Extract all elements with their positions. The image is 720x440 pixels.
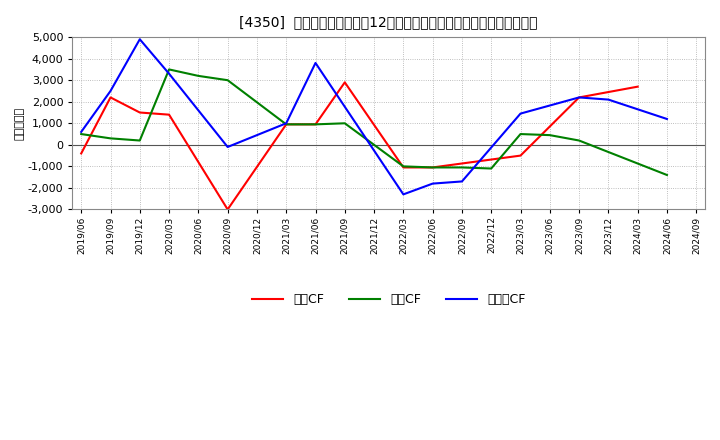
投資CF: [311, 122, 320, 127]
フリーCF: [135, 37, 144, 42]
フリーCF: [575, 95, 583, 100]
フリーCF: [282, 121, 291, 126]
営業CF: [341, 80, 349, 85]
Title: [4350]  キャッシュフローの12か月移動合計の対前年同期増減額の推移: [4350] キャッシュフローの12か月移動合計の対前年同期増減額の推移: [240, 15, 538, 29]
フリーCF: [106, 88, 114, 94]
Line: 投資CF: 投資CF: [81, 70, 667, 175]
投資CF: [194, 73, 202, 78]
営業CF: [575, 95, 583, 100]
フリーCF: [311, 60, 320, 66]
営業CF: [634, 84, 642, 89]
営業CF: [165, 112, 174, 117]
フリーCF: [428, 181, 437, 186]
投資CF: [77, 132, 86, 137]
営業CF: [399, 165, 408, 170]
フリーCF: [223, 144, 232, 150]
Line: 営業CF: 営業CF: [81, 82, 638, 209]
投資CF: [575, 138, 583, 143]
営業CF: [428, 165, 437, 170]
営業CF: [311, 122, 320, 127]
Line: フリーCF: フリーCF: [81, 39, 667, 194]
営業CF: [516, 153, 525, 158]
投資CF: [458, 165, 467, 170]
投資CF: [662, 172, 671, 178]
投資CF: [487, 166, 495, 171]
営業CF: [77, 151, 86, 156]
投資CF: [341, 121, 349, 126]
営業CF: [223, 207, 232, 212]
投資CF: [516, 132, 525, 137]
営業CF: [135, 110, 144, 115]
投資CF: [546, 132, 554, 138]
フリーCF: [77, 129, 86, 135]
営業CF: [106, 95, 114, 100]
投資CF: [428, 165, 437, 170]
投資CF: [135, 138, 144, 143]
投資CF: [165, 67, 174, 72]
フリーCF: [458, 179, 467, 184]
フリーCF: [399, 192, 408, 197]
フリーCF: [604, 97, 613, 102]
投資CF: [399, 164, 408, 169]
Legend: 営業CF, 投資CF, フリーCF: 営業CF, 投資CF, フリーCF: [247, 288, 531, 311]
フリーCF: [165, 71, 174, 77]
フリーCF: [516, 111, 525, 116]
営業CF: [282, 122, 291, 127]
投資CF: [223, 77, 232, 83]
投資CF: [106, 136, 114, 141]
Y-axis label: （百万円）: （百万円）: [15, 107, 25, 140]
フリーCF: [662, 116, 671, 121]
投資CF: [282, 122, 291, 127]
